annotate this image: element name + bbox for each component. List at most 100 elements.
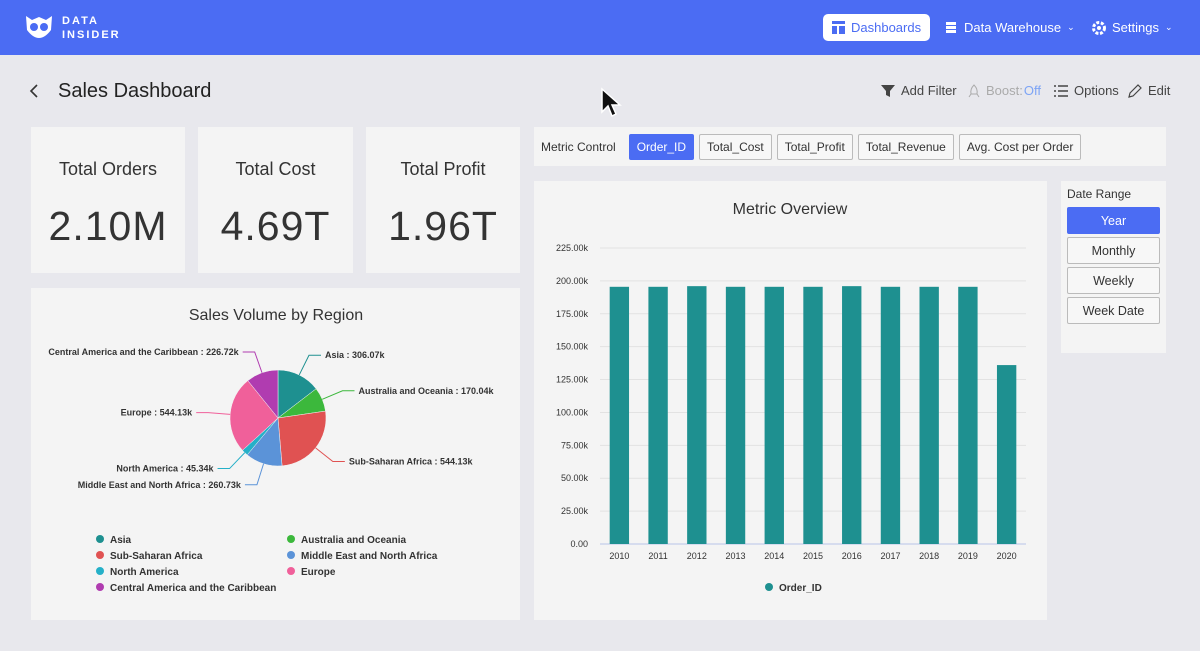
- options[interactable]: Options: [1054, 83, 1119, 98]
- y-tick-label: 100.00k: [556, 407, 589, 417]
- icon: [881, 84, 895, 97]
- legend-label: North America: [110, 567, 179, 578]
- kpi-value: 2.10M: [48, 203, 168, 249]
- kpi-card: Total Orders 2.10M: [31, 127, 185, 273]
- bar: [880, 286, 901, 544]
- leader-line: [196, 412, 231, 415]
- legend-swatch: [287, 567, 295, 575]
- metric-label: Metric Control: [541, 139, 616, 154]
- legend-swatch: [96, 551, 104, 559]
- icon: [1128, 83, 1142, 98]
- legend-label: Australia and Oceania: [301, 535, 406, 546]
- y-tick-label: 25.00k: [561, 506, 589, 516]
- add-filter[interactable]: Add Filter: [881, 83, 957, 98]
- y-tick-label: 125.00k: [556, 375, 589, 385]
- logo-line: DATA: [62, 15, 99, 27]
- date-range-button[interactable]: Monthly: [1067, 237, 1160, 264]
- y-tick-label: 75.00k: [561, 440, 589, 450]
- metric-button[interactable]: Total_Profit: [776, 133, 853, 160]
- legend-swatch: [96, 567, 104, 575]
- back-button[interactable]: [28, 83, 40, 99]
- leader-line: [298, 354, 321, 376]
- nav-settings[interactable]: Settings ⌄: [1083, 14, 1182, 41]
- kpi-value: 4.69T: [220, 203, 331, 249]
- leader-line: [315, 447, 345, 463]
- legend-swatch: [765, 583, 773, 591]
- data-label: North America : 45.34k: [116, 464, 214, 474]
- boost-state: Off: [1023, 83, 1041, 98]
- date-range-button[interactable]: Year: [1067, 207, 1160, 234]
- data-label: Asia : 306.07k: [325, 350, 386, 360]
- date-range-button[interactable]: Week Date: [1067, 297, 1160, 324]
- kpi-card: Total Profit 1.96T: [366, 127, 520, 273]
- nav-data-warehouse[interactable]: Data Warehouse ⌄: [936, 14, 1084, 41]
- bar: [764, 286, 784, 544]
- metric-button[interactable]: Avg. Cost per Order: [958, 133, 1082, 160]
- leader-line: [242, 351, 263, 373]
- legend-swatch: [96, 535, 104, 543]
- kpi-value: 1.96T: [388, 203, 498, 249]
- date-range-button[interactable]: Weekly: [1067, 267, 1160, 294]
- kpi-label: Total Cost: [235, 159, 316, 179]
- x-tick-label: 2017: [880, 551, 900, 561]
- bar: [803, 286, 823, 544]
- legend-swatch: [287, 535, 295, 543]
- caret: ⌄: [1164, 22, 1173, 32]
- navbar: DATA INSIDER Dashboards Data Warehouse ⌄ S…: [0, 0, 1200, 55]
- x-tick-label: 2012: [687, 551, 707, 561]
- legend-label: Middle East and North Africa: [301, 551, 438, 562]
- logo-line: INSIDER: [62, 29, 121, 41]
- metric-button[interactable]: Order_ID: [628, 133, 695, 160]
- action-label: Add Filter: [901, 83, 957, 98]
- legend-label: Sub-Saharan Africa: [110, 551, 203, 562]
- date-range-label: Date Range: [1067, 187, 1132, 201]
- icon: [1092, 20, 1106, 35]
- pie-chart: Sales Volume by Region Asia : 306.07k Aust…: [48, 307, 494, 594]
- nav-label: Settings: [1112, 20, 1159, 35]
- nav-label: Dashboards: [851, 20, 922, 35]
- metric-button[interactable]: Total_Cost: [699, 133, 772, 160]
- chart-title: Sales Volume by Region: [189, 307, 363, 324]
- data-label: Central America and the Caribbean : 226.…: [48, 347, 239, 357]
- pie-slice: [277, 410, 327, 467]
- icon: [832, 21, 845, 34]
- bar: [648, 286, 668, 544]
- action-label: Options: [1074, 83, 1119, 98]
- bar: [609, 286, 630, 544]
- x-tick-label: 2010: [609, 551, 629, 561]
- boost[interactable]: Boost: Off: [968, 83, 1041, 98]
- leader-line: [322, 390, 355, 400]
- kpi-label: Total Profit: [400, 159, 486, 179]
- x-tick-label: 2020: [997, 551, 1017, 561]
- metric-button[interactable]: Total_Revenue: [857, 133, 954, 160]
- x-tick-label: 2015: [803, 551, 823, 561]
- bar-card: Metric Overview 0.00 25.00k 50.00k 75.00k 100…: [534, 181, 1047, 620]
- bar: [842, 286, 862, 544]
- legend-label: Europe: [301, 567, 336, 578]
- x-tick-label: 2018: [919, 551, 939, 561]
- leader-line: [217, 452, 246, 470]
- logo-text: DATA INSIDER: [62, 14, 121, 42]
- leader-line: [244, 463, 265, 486]
- y-tick-label: 175.00k: [556, 309, 589, 319]
- icon: [946, 22, 956, 33]
- x-tick-label: 2011: [648, 551, 667, 561]
- action-label: Edit: [1148, 83, 1171, 98]
- bar: [725, 286, 746, 544]
- nav-dashboards[interactable]: Dashboards: [823, 14, 931, 41]
- y-tick-label: 0.00: [570, 539, 588, 549]
- x-tick-label: 2013: [726, 551, 746, 561]
- edit[interactable]: Edit: [1128, 83, 1170, 98]
- bar: [996, 365, 1017, 544]
- data-label: Middle East and North Africa : 260.73k: [78, 480, 242, 490]
- icon: [1054, 84, 1068, 97]
- data-label: Sub-Saharan Africa : 544.13k: [349, 457, 474, 467]
- action-label: Boost:: [986, 83, 1023, 98]
- caret: ⌄: [1067, 22, 1075, 32]
- x-tick-label: 2014: [764, 551, 784, 561]
- y-tick-label: 225.00k: [556, 243, 589, 253]
- data-label: Australia and Oceania : 170.04k: [358, 386, 494, 396]
- legend-label: Asia: [110, 535, 132, 546]
- bar: [958, 286, 978, 544]
- bar: [919, 286, 939, 544]
